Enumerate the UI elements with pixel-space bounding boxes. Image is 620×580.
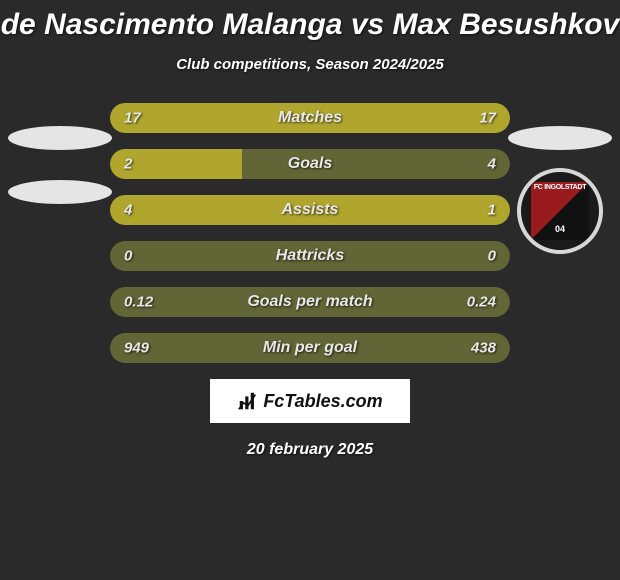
page-title: de Nascimento Malanga vs Max Besushkov — [0, 0, 620, 42]
stat-row: 949438Min per goal — [110, 333, 510, 363]
source-logo-text: FcTables.com — [263, 391, 382, 412]
subtitle: Club competitions, Season 2024/2025 — [0, 56, 620, 73]
source-logo: FcTables.com — [210, 379, 410, 423]
chart-icon — [237, 390, 259, 412]
stat-label: Goals — [110, 155, 510, 173]
stat-label: Min per goal — [110, 339, 510, 357]
stat-row: 1717Matches — [110, 103, 510, 133]
stat-row: 41Assists — [110, 195, 510, 225]
stat-row: 00Hattricks — [110, 241, 510, 271]
stat-row: 24Goals — [110, 149, 510, 179]
stat-label: Matches — [110, 109, 510, 127]
stat-label: Assists — [110, 201, 510, 219]
stat-row: 0.120.24Goals per match — [110, 287, 510, 317]
date-text: 20 february 2025 — [0, 441, 620, 459]
comparison-chart: 1717Matches 24Goals 41Assists 00Hattricks 0.… — [0, 103, 620, 459]
stat-label: Hattricks — [110, 247, 510, 265]
stat-label: Goals per match — [110, 293, 510, 311]
